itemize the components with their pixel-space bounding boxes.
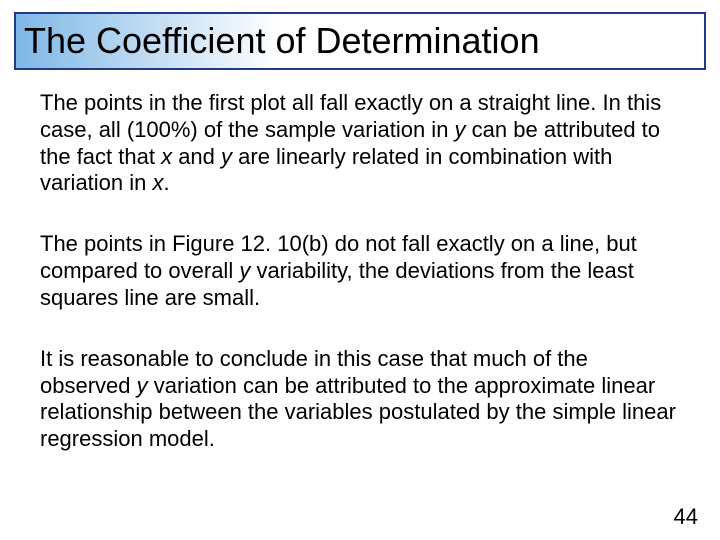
text: and <box>172 144 221 169</box>
title-box: The Coefficient of Determination <box>14 12 706 70</box>
paragraph-1: The points in the first plot all fall ex… <box>40 90 680 197</box>
var-y: y <box>455 117 466 142</box>
var-x: x <box>161 144 172 169</box>
page-number: 44 <box>674 504 698 530</box>
body-text: The points in the first plot all fall ex… <box>40 90 680 453</box>
slide-title: The Coefficient of Determination <box>24 20 540 62</box>
paragraph-3: It is reasonable to conclude in this cas… <box>40 346 680 453</box>
var-x: x <box>153 170 164 195</box>
var-y: y <box>221 144 232 169</box>
slide: The Coefficient of Determination The poi… <box>0 0 720 540</box>
var-y: y <box>239 258 250 283</box>
var-y: y <box>137 373 148 398</box>
paragraph-2: The points in Figure 12. 10(b) do not fa… <box>40 231 680 311</box>
text: . <box>164 170 170 195</box>
